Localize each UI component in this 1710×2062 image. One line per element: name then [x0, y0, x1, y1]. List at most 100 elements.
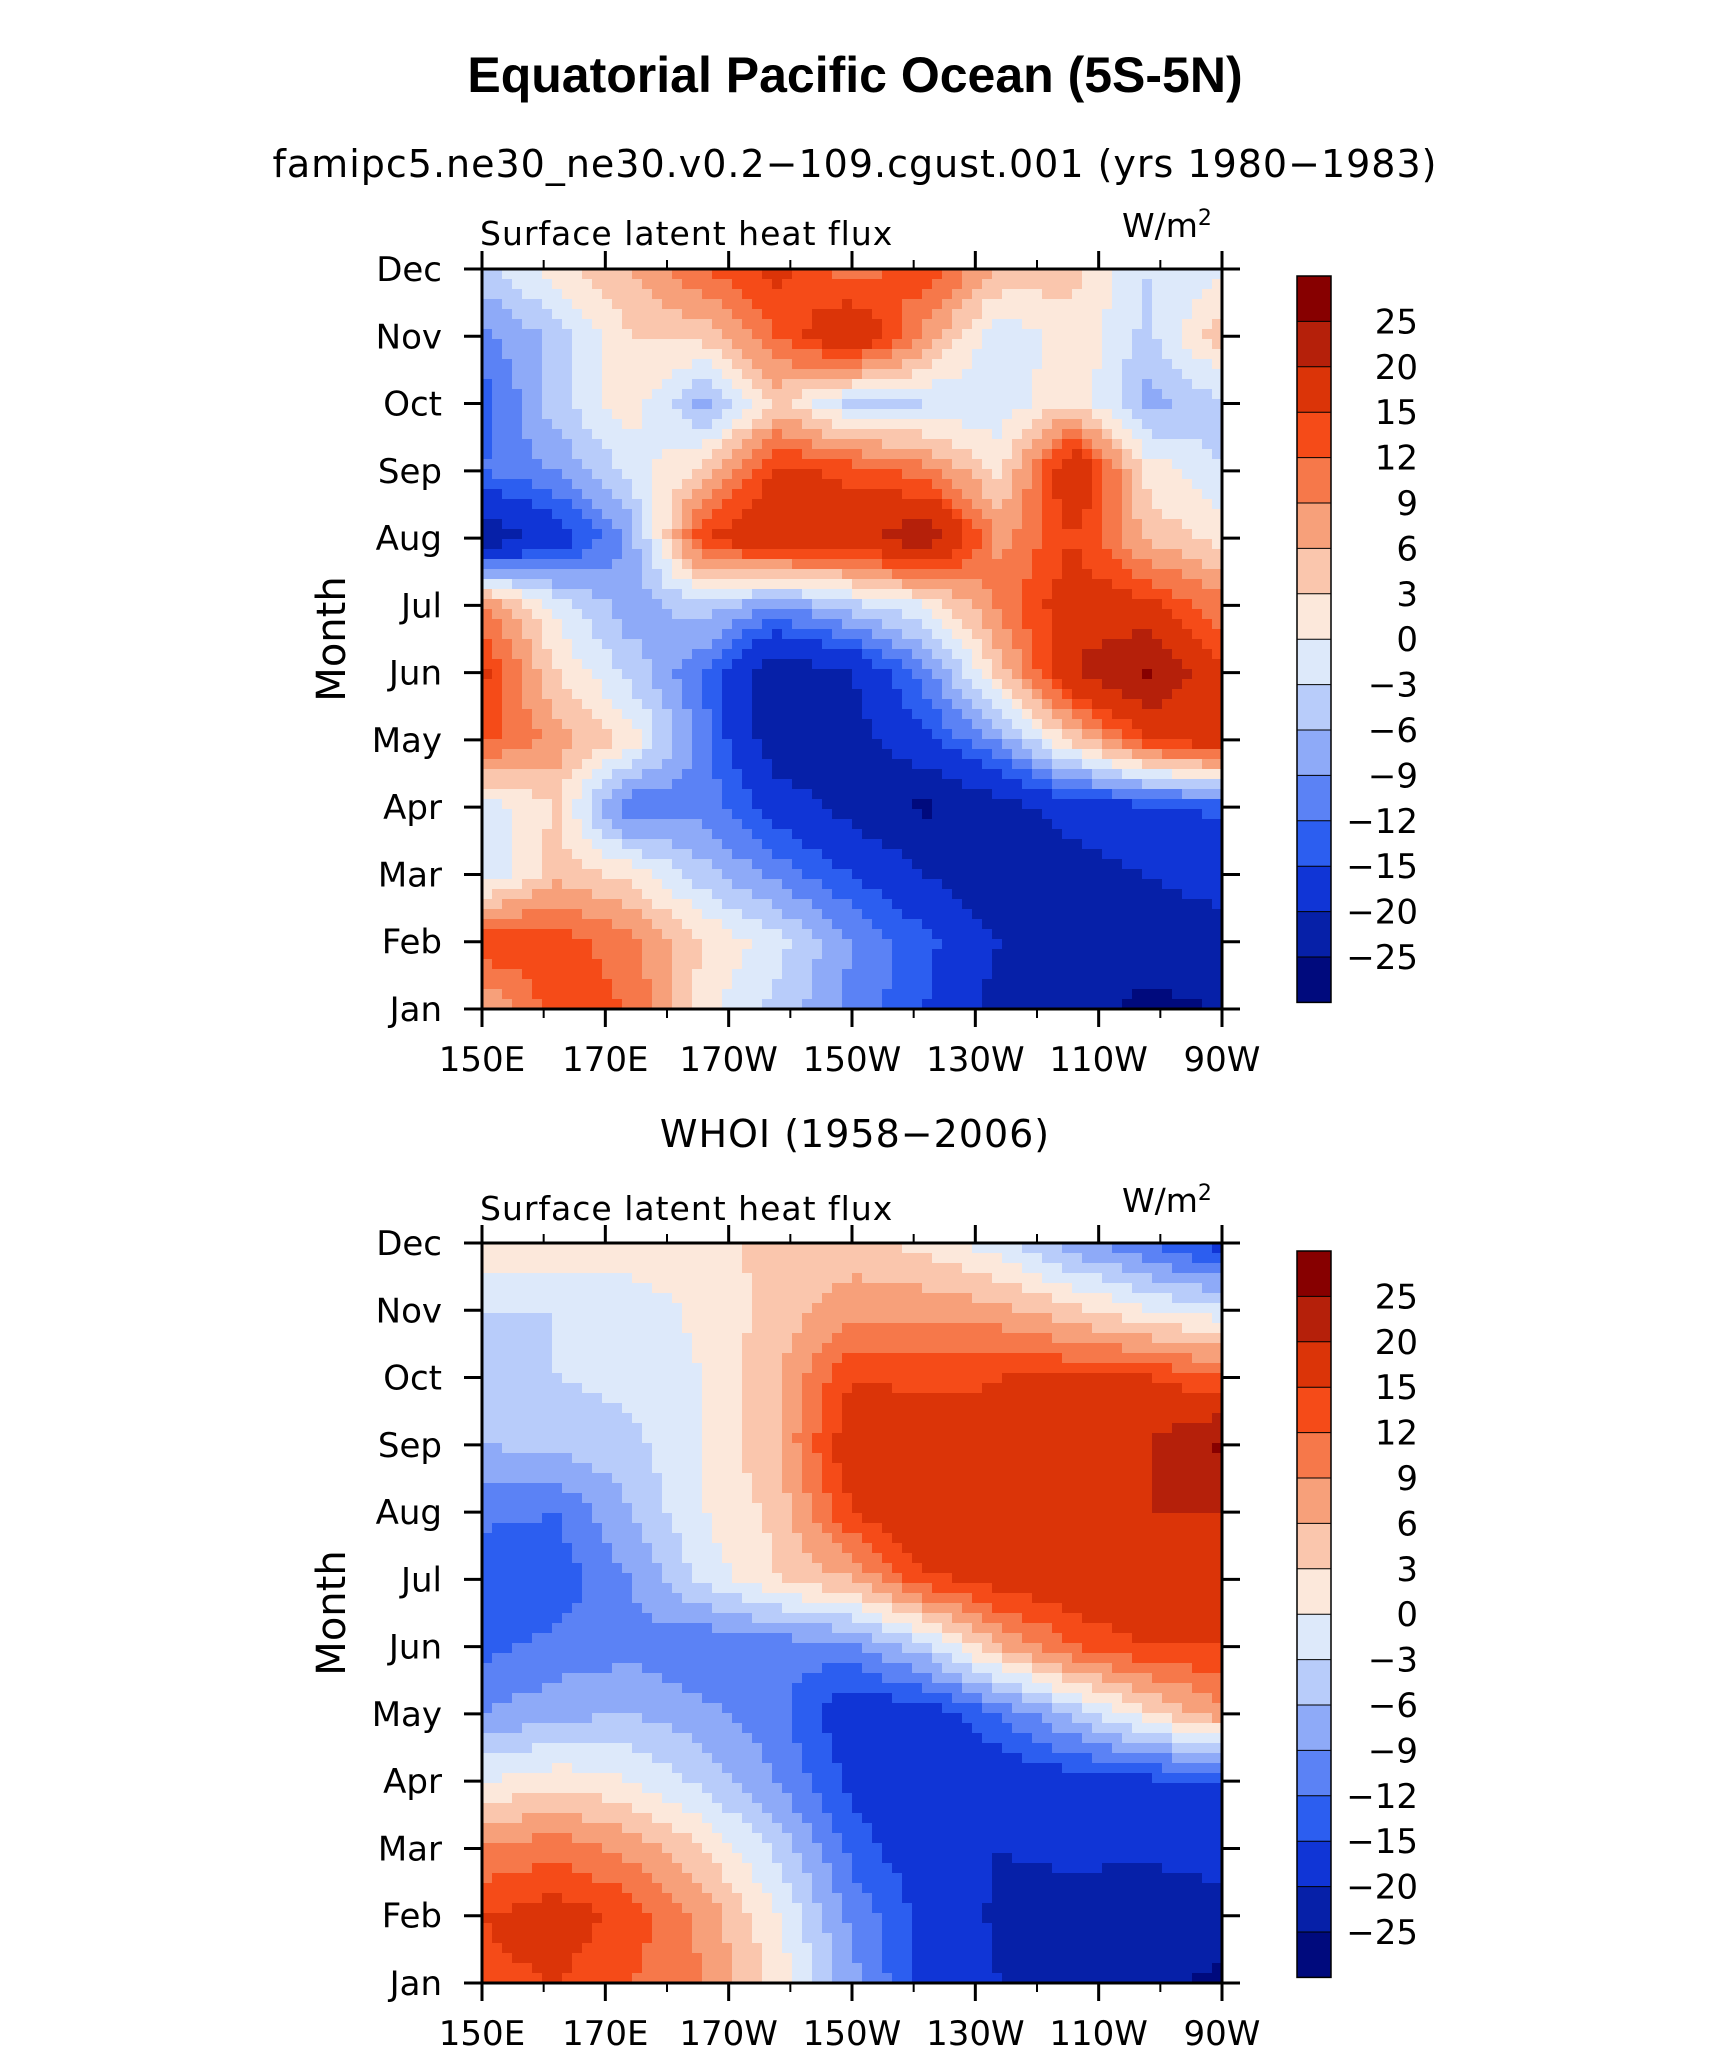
field-cell	[1112, 369, 1123, 380]
field-cell	[542, 619, 553, 630]
field-cell	[492, 729, 503, 740]
field-cell	[792, 829, 803, 840]
field-cell	[662, 859, 673, 870]
field-cell	[1112, 709, 1123, 720]
field-cell	[682, 939, 693, 950]
field-cell	[952, 439, 963, 450]
field-cell	[482, 849, 493, 860]
field-cell	[912, 429, 923, 440]
field-cell	[962, 889, 973, 900]
field-cell	[622, 929, 633, 940]
field-cell	[1132, 729, 1143, 740]
field-cell	[1212, 769, 1223, 780]
field-cell	[752, 279, 763, 290]
field-cell	[712, 839, 723, 850]
field-cell	[752, 859, 763, 870]
field-cell	[522, 609, 533, 620]
field-cell	[672, 709, 683, 720]
field-cell	[832, 269, 843, 280]
field-cell	[572, 479, 583, 490]
field-cell	[952, 589, 963, 600]
field-cell	[1122, 539, 1133, 550]
field-cell	[932, 539, 943, 550]
field-cell	[1122, 839, 1133, 850]
field-cell	[1112, 309, 1123, 320]
field-cell	[552, 769, 563, 780]
field-cell	[1022, 389, 1033, 400]
field-cell	[522, 849, 533, 860]
field-cell	[602, 739, 613, 750]
field-cell	[892, 619, 903, 630]
field-cell	[812, 849, 823, 860]
field-cell	[682, 819, 693, 830]
field-cell	[1112, 629, 1123, 640]
field-cell	[642, 409, 653, 420]
field-cell	[822, 899, 833, 910]
field-cell	[572, 799, 583, 810]
field-cell	[632, 549, 643, 560]
field-cell	[922, 379, 933, 390]
field-cell	[612, 739, 623, 750]
field-cell	[982, 729, 993, 740]
field-cell	[922, 839, 933, 850]
field-cell	[822, 379, 833, 390]
field-cell	[592, 269, 603, 280]
field-cell	[1152, 699, 1163, 710]
field-cell	[1082, 649, 1093, 660]
field-cell	[752, 519, 763, 530]
field-cell	[802, 759, 813, 770]
field-cell	[1112, 749, 1123, 760]
field-cell	[1192, 849, 1203, 860]
field-cell	[682, 699, 693, 710]
field-cell	[632, 689, 643, 700]
field-cell	[862, 719, 873, 730]
field-cell	[1212, 619, 1223, 630]
field-cell	[1002, 509, 1013, 520]
field-cell	[542, 759, 553, 770]
field-cell	[632, 679, 643, 690]
field-cell	[602, 349, 613, 360]
field-cell	[1002, 539, 1013, 550]
field-cell	[1102, 709, 1113, 720]
field-cell	[922, 559, 933, 570]
field-cell	[872, 309, 883, 320]
field-cell	[872, 459, 883, 470]
field-cell	[742, 889, 753, 900]
field-cell	[562, 749, 573, 760]
field-cell	[752, 699, 763, 710]
field-cell	[1102, 459, 1113, 470]
field-cell	[922, 599, 933, 610]
field-cell	[712, 739, 723, 750]
field-cell	[1202, 559, 1213, 570]
field-cell	[922, 799, 933, 810]
field-cell	[942, 889, 953, 900]
field-cell	[762, 649, 773, 660]
field-cell	[1092, 769, 1103, 780]
field-cell	[842, 269, 853, 280]
field-cell	[522, 439, 533, 450]
field-cell	[762, 619, 773, 630]
field-cell	[552, 349, 563, 360]
field-cell	[1152, 679, 1163, 690]
field-cell	[1192, 359, 1203, 370]
field-cell	[652, 719, 663, 730]
field-cell	[1212, 709, 1223, 720]
field-cell	[1082, 629, 1093, 640]
field-cell	[522, 419, 533, 430]
field-cell	[1142, 549, 1153, 560]
field-cell	[1152, 309, 1163, 320]
field-cell	[952, 419, 963, 430]
field-cell	[822, 939, 833, 950]
field-cell	[1172, 499, 1183, 510]
field-cell	[892, 399, 903, 410]
field-cell	[742, 269, 753, 280]
field-cell	[992, 739, 1003, 750]
field-cell	[832, 369, 843, 380]
field-cell	[482, 349, 493, 360]
field-cell	[962, 329, 973, 340]
field-cell	[642, 539, 653, 550]
field-cell	[772, 489, 783, 500]
field-cell	[1062, 789, 1073, 800]
field-cell	[872, 739, 883, 750]
field-cell	[912, 279, 923, 290]
